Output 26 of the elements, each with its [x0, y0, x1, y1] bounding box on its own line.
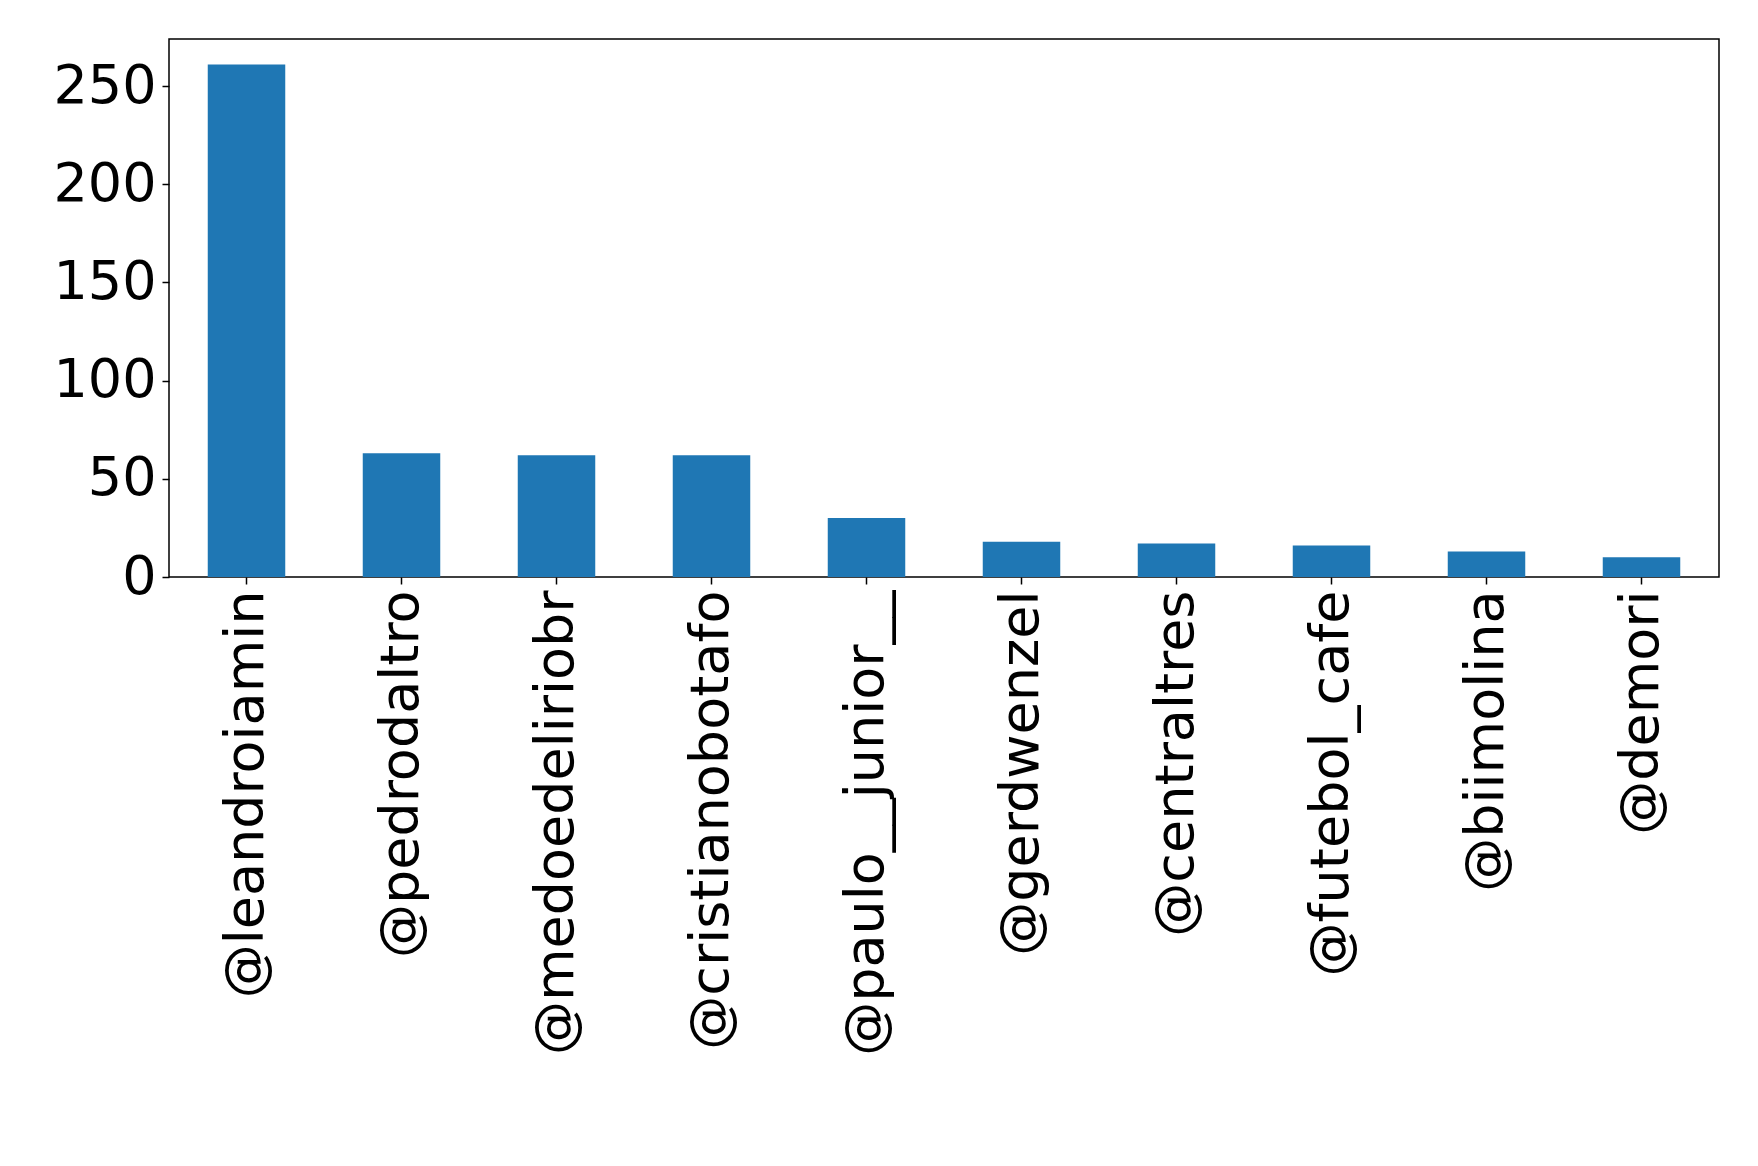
bar — [1137, 543, 1216, 577]
bar — [1292, 545, 1371, 577]
x-tick-label: @futebol_cafe — [1297, 590, 1361, 977]
bar — [207, 64, 286, 577]
x-tick-label: @medoedeliriobr — [522, 589, 586, 1056]
bar — [982, 541, 1061, 577]
bar — [827, 518, 906, 577]
bar — [1602, 557, 1681, 577]
x-tick-label: @biimolina — [1452, 590, 1516, 892]
x-tick-label: @centraltres — [1142, 590, 1206, 937]
bar — [517, 455, 596, 577]
y-tick-label: 250 — [53, 52, 157, 116]
bar — [672, 455, 751, 577]
x-tick-label: @paulo__junior__ — [832, 589, 896, 1056]
y-tick-label: 100 — [53, 347, 157, 411]
x-tick-label: @demori — [1607, 590, 1671, 835]
y-tick-label: 50 — [87, 445, 157, 509]
x-tick-label: @gerdwenzel — [987, 590, 1051, 956]
x-tick-label: @cristianobotafo — [677, 590, 741, 1050]
bar — [362, 453, 441, 577]
bar — [1447, 551, 1526, 577]
y-tick-label: 150 — [53, 248, 157, 312]
y-tick-label: 0 — [122, 543, 157, 607]
x-tick-label: @leandroiamin — [212, 590, 276, 999]
y-tick-label: 200 — [53, 150, 157, 214]
x-tick-label: @pedrodaltro — [367, 590, 431, 958]
